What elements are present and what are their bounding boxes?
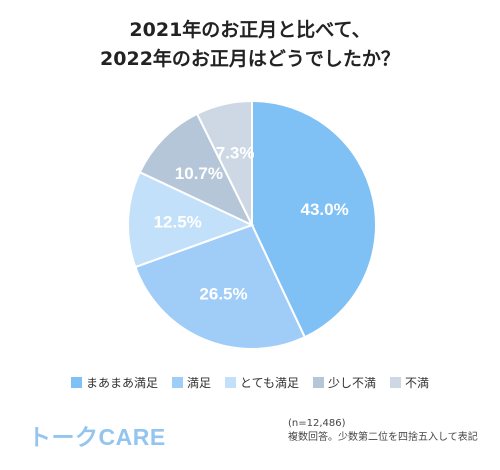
pie-slice-5 xyxy=(195,99,253,226)
legend-item-2: 満足 xyxy=(171,374,211,391)
pie-slice-3 xyxy=(127,170,255,269)
legend-label-3: とても満足 xyxy=(239,376,300,390)
pie-slice-label-3: 12.5% xyxy=(154,212,202,231)
pie-slice-label-4: 10.7% xyxy=(175,164,223,183)
rounding-footnote: 複数回答。少数第二位を四捨五入して表記 xyxy=(288,432,478,443)
chart-title-line-1: 2021年のお正月と比べて、 xyxy=(129,19,371,41)
chart-notes: (n=12,486) 複数回答。少数第二位を四捨五入して表記 xyxy=(288,417,478,445)
pie-slice-label-5: 7.3% xyxy=(216,144,255,163)
pie-slice-4 xyxy=(138,112,255,228)
legend-label-1: まあまあ満足 xyxy=(85,376,158,390)
brand-logo: トークCARE xyxy=(28,424,166,450)
legend-label-4: 少し不満 xyxy=(328,376,377,390)
legend-swatch-1 xyxy=(70,377,82,388)
legend-swatch-4 xyxy=(313,377,325,388)
chart-legend: まあまあ満足 満足 とても満足 少し不満 不満 xyxy=(0,374,500,391)
chart-title: 2021年のお正月と比べて、 2022年のお正月はどうでしたか？ xyxy=(0,16,500,74)
pie-slice-label-1: 43.0% xyxy=(301,200,349,219)
legend-item-3: とても満足 xyxy=(224,374,300,391)
legend-item-1: まあまあ満足 xyxy=(70,374,158,391)
legend-swatch-2 xyxy=(171,377,183,388)
legend-item-4: 少し不満 xyxy=(313,374,376,391)
sample-size-note: (n=12,486) xyxy=(288,418,346,429)
chart-title-line-2: 2022年のお正月はどうでしたか？ xyxy=(100,48,400,70)
legend-swatch-3 xyxy=(224,377,236,388)
legend-label-5: 不満 xyxy=(405,376,430,390)
legend-item-5: 不満 xyxy=(390,374,429,391)
pie-slice-1 xyxy=(251,99,377,339)
pie-slice-2 xyxy=(134,223,307,350)
legend-label-2: 満足 xyxy=(186,376,211,390)
pie-slice-label-2: 26.5% xyxy=(199,285,247,304)
legend-swatch-5 xyxy=(390,377,402,388)
